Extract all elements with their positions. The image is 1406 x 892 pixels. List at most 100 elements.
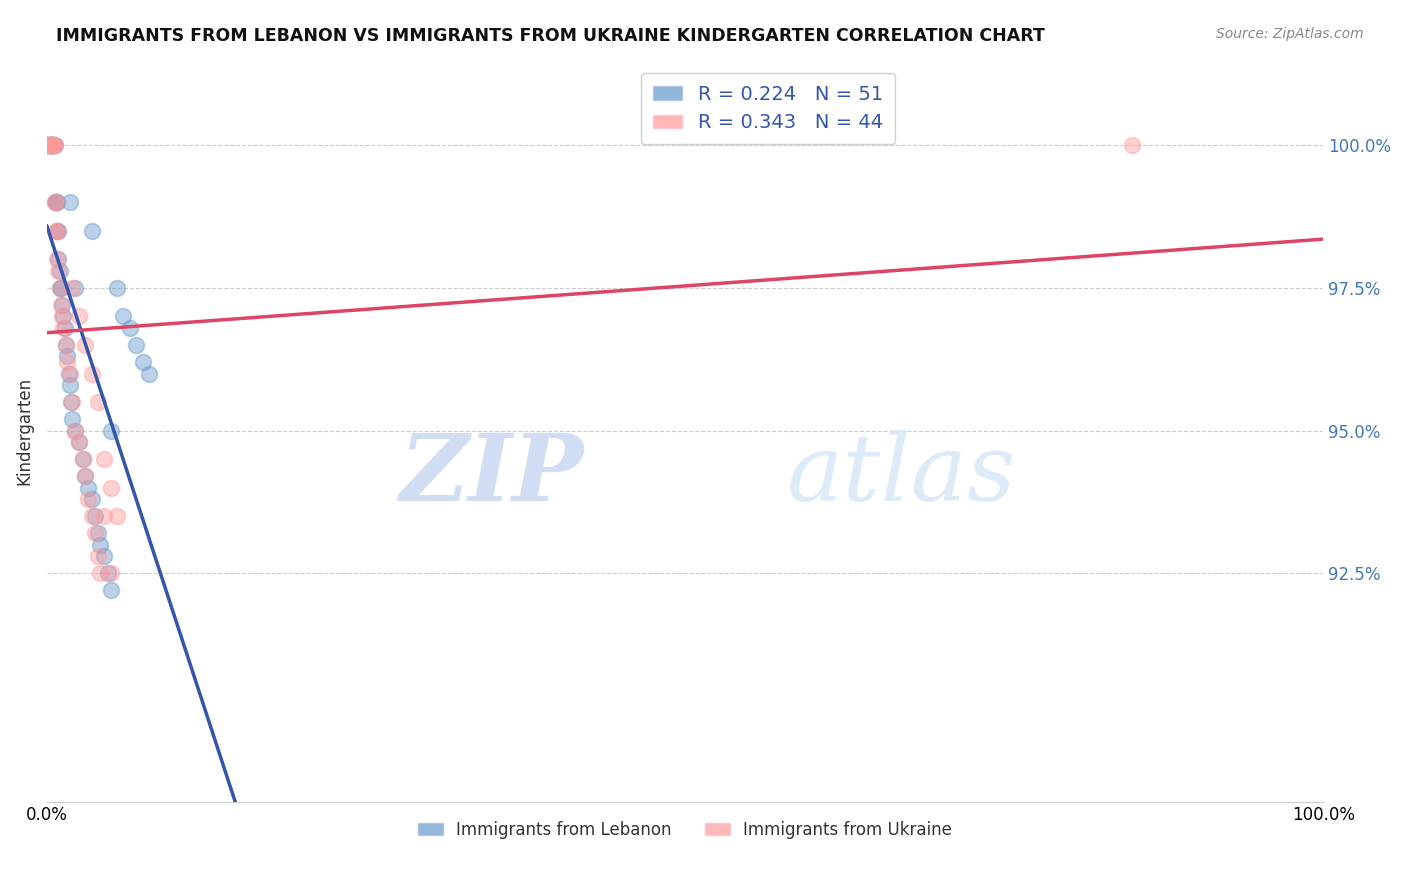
Point [58, 367, 80, 381]
Point [38, 138, 60, 153]
Point [93, 549, 115, 563]
Text: Source: ZipAtlas.com: Source: ZipAtlas.com [1216, 27, 1364, 41]
Point [44, 138, 66, 153]
Point [89, 538, 111, 552]
Point [118, 321, 141, 335]
Point [89, 566, 111, 581]
Point [105, 281, 128, 295]
Point [56, 350, 79, 364]
Point [62, 412, 84, 426]
Point [84, 526, 107, 541]
Point [80, 492, 103, 507]
Point [87, 526, 110, 541]
Point [75, 338, 97, 352]
Point [56, 355, 79, 369]
Point [60, 395, 83, 409]
Point [76, 481, 98, 495]
Y-axis label: Kindergarten: Kindergarten [15, 376, 32, 484]
Point [48, 281, 70, 295]
Point [45, 224, 67, 238]
Point [72, 452, 94, 467]
Point [87, 549, 110, 563]
Point [45, 195, 67, 210]
Point [100, 424, 122, 438]
Point [38, 138, 60, 153]
Point [39, 138, 62, 153]
Point [125, 338, 148, 352]
Point [75, 469, 97, 483]
Point [48, 252, 70, 267]
Point [52, 321, 75, 335]
Point [67, 435, 90, 450]
Point [80, 509, 103, 524]
Point [38, 138, 60, 153]
Point [93, 452, 115, 467]
Point [105, 509, 128, 524]
Point [48, 264, 70, 278]
Point [46, 224, 69, 238]
Text: IMMIGRANTS FROM LEBANON VS IMMIGRANTS FROM UKRAINE KINDERGARTEN CORRELATION CHAR: IMMIGRANTS FROM LEBANON VS IMMIGRANTS FR… [56, 27, 1045, 45]
Point [41, 138, 63, 153]
Point [63, 424, 86, 438]
Point [37, 138, 59, 153]
Point [80, 224, 103, 238]
Point [42, 138, 65, 153]
Point [97, 566, 120, 581]
Point [52, 310, 75, 324]
Point [112, 310, 135, 324]
Point [45, 195, 67, 210]
Point [87, 395, 110, 409]
Point [100, 481, 122, 495]
Point [41, 138, 63, 153]
Point [131, 355, 153, 369]
Point [39, 138, 62, 153]
Point [44, 195, 66, 210]
Point [67, 435, 90, 450]
Point [59, 378, 82, 392]
Point [49, 281, 72, 295]
Point [38, 138, 60, 153]
Point [93, 509, 115, 524]
Point [46, 224, 69, 238]
Point [46, 252, 69, 267]
Point [42, 138, 65, 153]
Point [55, 338, 77, 352]
Point [100, 566, 122, 581]
Point [48, 281, 70, 295]
Point [63, 281, 86, 295]
Point [51, 310, 73, 324]
Point [53, 321, 76, 335]
Point [44, 138, 66, 153]
Point [41, 138, 63, 153]
Point [59, 195, 82, 210]
Legend: Immigrants from Lebanon, Immigrants from Ukraine: Immigrants from Lebanon, Immigrants from… [411, 814, 959, 846]
Point [1121, 138, 1143, 153]
Point [59, 367, 82, 381]
Point [44, 195, 66, 210]
Text: atlas: atlas [787, 430, 1017, 520]
Point [62, 281, 84, 295]
Point [42, 138, 65, 153]
Point [63, 424, 86, 438]
Text: ZIP: ZIP [399, 430, 583, 520]
Point [138, 367, 160, 381]
Point [55, 338, 77, 352]
Point [67, 310, 90, 324]
Point [39, 138, 62, 153]
Point [76, 492, 98, 507]
Point [51, 298, 73, 312]
Point [42, 138, 65, 153]
Point [62, 395, 84, 409]
Point [100, 583, 122, 598]
Point [39, 138, 62, 153]
Point [80, 367, 103, 381]
Point [48, 264, 70, 278]
Point [72, 452, 94, 467]
Point [48, 224, 70, 238]
Point [45, 195, 67, 210]
Point [75, 469, 97, 483]
Point [84, 509, 107, 524]
Point [46, 195, 69, 210]
Point [49, 298, 72, 312]
Point [37, 138, 59, 153]
